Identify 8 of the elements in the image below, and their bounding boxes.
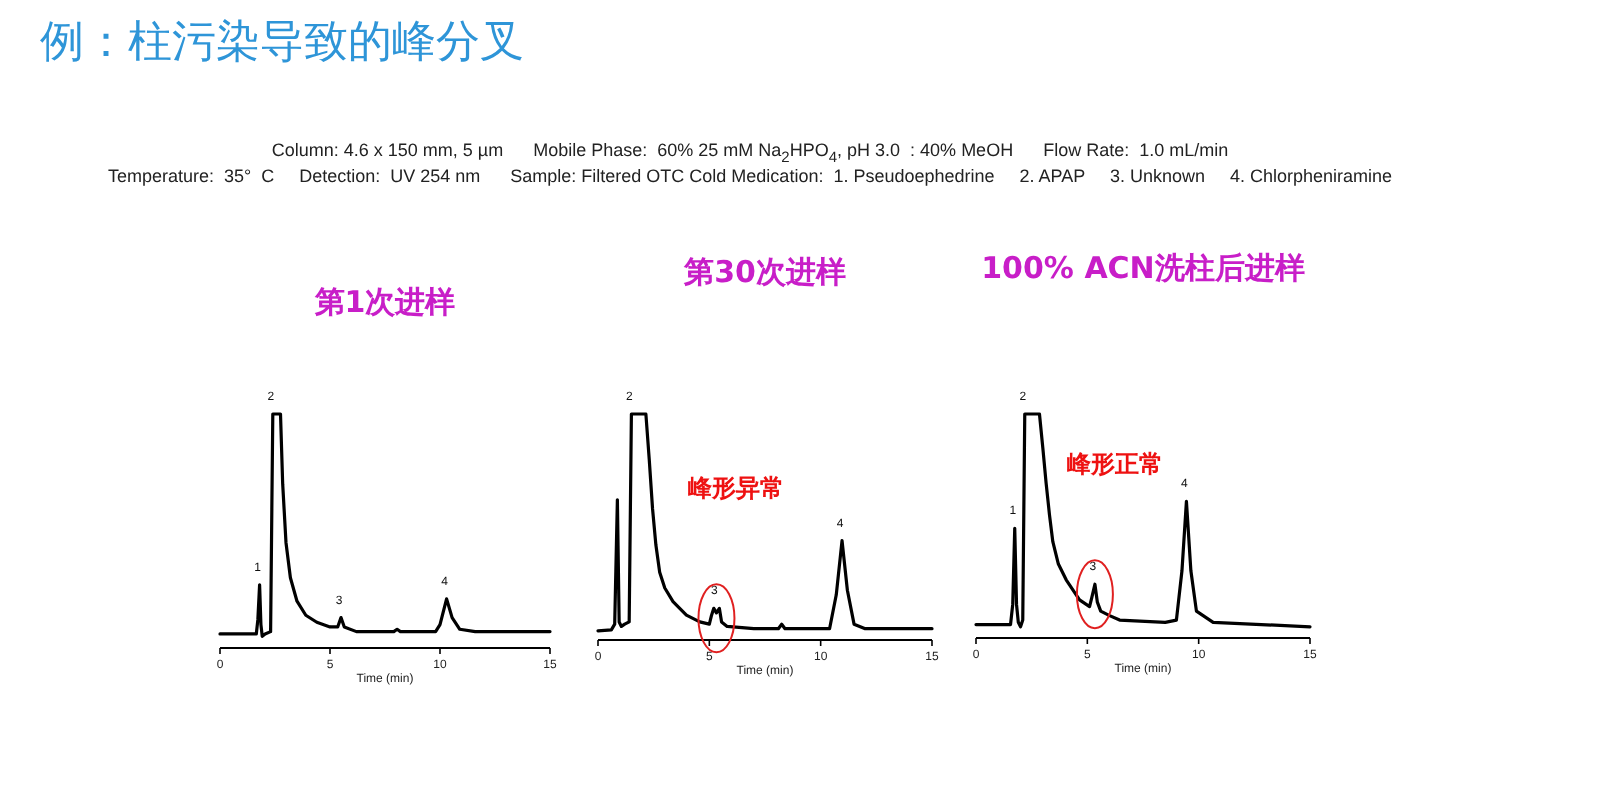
chart-title: 100% ACN洗柱后进样 [981,250,1305,286]
chart-title: 第30次进样 [682,254,846,290]
chart-title: 第1次进样 [312,284,456,320]
text: Temperature: 35° C Detection: UV 254 nm Sample: Filtered OTC Cold Medication: 1. Pseudoephedrine 2. APAP 3. Unknown 4. Chlorpheniramine [105,166,1395,186]
text: Column: 4.6 x 150 mm, 5 µm Mobile Phase: 60% 25 mM Na$_{2}$HPO$_{4}$, pH 3.0 : 40% MeOH Flow Rate: 1.0 mL/min [269,140,1231,166]
annotation: 峰形异常 [688,474,785,503]
text: 例：柱污染导致的峰分叉 [40,16,524,72]
annotation: 峰形正常 [1066,450,1163,479]
